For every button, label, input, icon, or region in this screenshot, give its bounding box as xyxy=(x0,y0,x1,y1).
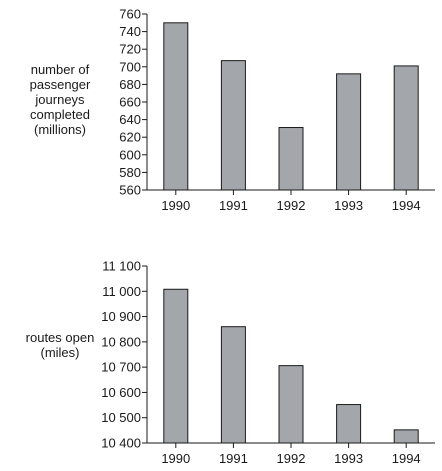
routes-bar-1990 xyxy=(163,288,189,444)
routes-y-tick-label: 10 600 xyxy=(101,385,141,400)
routes-y-tick-label: 10 400 xyxy=(101,436,141,451)
routes-x-tick-label: 1990 xyxy=(161,451,190,466)
journeys-y-tick-label: 640 xyxy=(119,112,141,127)
routes-y-tick-label: 10 500 xyxy=(101,410,141,425)
journeys-y-tick-label: 560 xyxy=(119,183,141,198)
routes-bar-1991 xyxy=(220,326,246,444)
routes-bar-1994 xyxy=(393,429,419,444)
y-axis-label-journeys: number of passenger journeys completed (… xyxy=(0,62,120,137)
journeys-x-tick-label: 1994 xyxy=(392,198,421,213)
journeys-y-tick-label: 680 xyxy=(119,77,141,92)
y-axis-label-line: passenger xyxy=(29,77,91,92)
routes-bar-1993 xyxy=(336,404,362,444)
journeys-bar-1994 xyxy=(393,65,419,191)
journeys-y-tick-label: 660 xyxy=(119,95,141,110)
journeys-y-tick-label: 760 xyxy=(119,7,141,22)
journeys-y-tick-label: 700 xyxy=(119,59,141,74)
routes-y-tick-label: 11 000 xyxy=(102,284,141,299)
journeys-bar-1993 xyxy=(336,73,362,191)
journeys-x-tick-label: 1991 xyxy=(219,198,248,213)
y-axis-label-line: (miles) xyxy=(40,345,80,360)
routes-y-tick-label: 10 900 xyxy=(101,309,141,324)
y-axis-label-line: routes open xyxy=(25,330,95,345)
journeys-y-tick-label: 600 xyxy=(119,147,141,162)
journeys-x-tick-label: 1990 xyxy=(161,198,190,213)
routes-y-tick-label: 11 100 xyxy=(102,259,141,274)
journeys-x-tick-label: 1993 xyxy=(334,198,363,213)
journeys-bar-1992 xyxy=(278,127,304,191)
journeys-y-tick-label: 720 xyxy=(119,42,141,57)
journeys-x-tick-label: 1992 xyxy=(277,198,306,213)
y-axis-label-line: number of xyxy=(30,62,90,77)
routes-y-tick-label: 10 700 xyxy=(101,360,141,375)
y-axis-label-line: completed xyxy=(30,107,90,122)
y-axis-label-routes: routes open (miles) xyxy=(0,330,120,360)
routes-x-tick-label: 1992 xyxy=(277,451,306,466)
journeys-bar-1990 xyxy=(163,22,189,191)
routes-bar-1992 xyxy=(278,365,304,444)
y-axis-label-line: journeys xyxy=(35,92,85,107)
journeys-y-tick-label: 580 xyxy=(119,165,141,180)
routes-x-tick-label: 1991 xyxy=(219,451,248,466)
routes-x-tick-label: 1993 xyxy=(334,451,363,466)
journeys-bar-1991 xyxy=(220,60,246,191)
journeys-y-tick-label: 740 xyxy=(119,24,141,39)
y-axis-label-line: (millions) xyxy=(34,122,86,137)
journeys-y-tick-label: 620 xyxy=(119,130,141,145)
routes-y-tick-label: 10 800 xyxy=(101,334,141,349)
routes-x-tick-label: 1994 xyxy=(392,451,421,466)
